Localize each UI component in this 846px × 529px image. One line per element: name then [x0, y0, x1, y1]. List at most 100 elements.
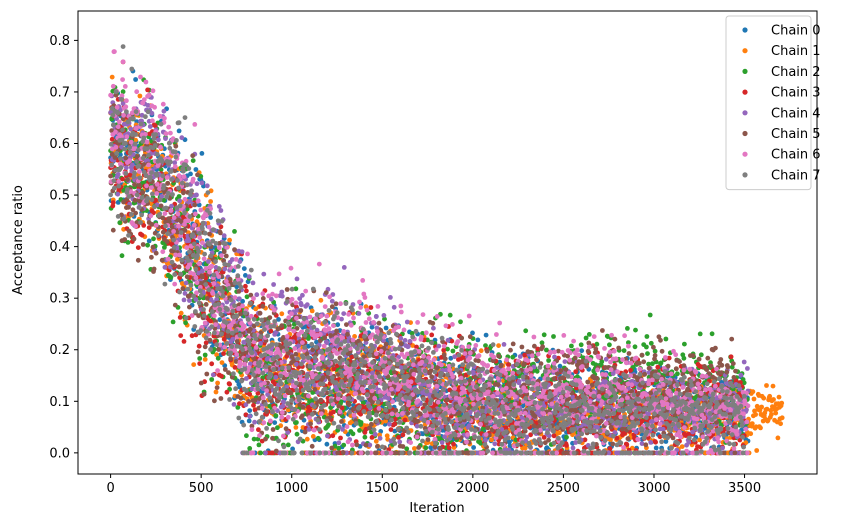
data-point — [128, 126, 134, 132]
data-point — [414, 344, 419, 350]
data-point — [614, 435, 620, 441]
data-point — [218, 208, 224, 213]
data-point — [310, 434, 316, 439]
data-point — [358, 420, 364, 425]
data-point — [279, 311, 285, 317]
data-point — [202, 357, 208, 362]
data-point — [335, 322, 341, 328]
data-point — [270, 450, 275, 456]
data-point — [244, 288, 249, 294]
data-point — [328, 405, 334, 410]
data-point — [551, 334, 556, 339]
data-point — [210, 372, 216, 378]
data-point — [675, 371, 680, 377]
scatter-points — [108, 44, 785, 456]
data-point — [607, 446, 613, 451]
data-point — [428, 445, 434, 450]
data-point — [224, 389, 230, 395]
data-point — [362, 434, 368, 440]
data-point — [256, 442, 262, 448]
data-point — [208, 215, 214, 220]
data-point — [775, 435, 781, 441]
data-point — [586, 332, 592, 337]
data-point — [697, 331, 703, 337]
data-point — [315, 435, 321, 441]
data-point — [544, 347, 549, 353]
data-point — [137, 93, 143, 99]
data-point — [599, 359, 605, 365]
data-point — [759, 404, 764, 410]
data-point — [539, 340, 545, 346]
data-point — [247, 408, 253, 413]
data-point — [652, 348, 658, 354]
data-point — [770, 383, 776, 389]
data-point — [209, 361, 215, 367]
data-point — [383, 418, 388, 424]
data-point — [579, 348, 585, 354]
data-point — [251, 402, 256, 408]
data-point — [341, 442, 347, 448]
data-point — [119, 253, 125, 259]
data-point — [764, 406, 770, 412]
data-point — [489, 437, 494, 443]
data-point — [294, 431, 300, 437]
data-point — [445, 346, 450, 352]
data-point — [686, 431, 692, 437]
data-point — [187, 198, 193, 204]
data-point — [110, 200, 116, 206]
data-point — [679, 444, 685, 449]
data-point — [191, 362, 197, 367]
data-point — [204, 183, 210, 189]
data-point — [373, 438, 379, 444]
data-point — [423, 445, 429, 451]
data-point — [231, 402, 237, 407]
data-point — [146, 238, 152, 244]
data-point — [256, 427, 261, 433]
data-point — [162, 264, 168, 270]
data-point — [644, 344, 649, 350]
data-point — [741, 380, 747, 386]
data-point — [243, 412, 249, 418]
data-point — [392, 416, 398, 422]
data-point — [506, 362, 511, 368]
data-point — [557, 430, 562, 436]
data-point — [446, 445, 452, 451]
data-point — [779, 415, 785, 421]
data-point — [124, 165, 129, 171]
data-point — [653, 445, 659, 451]
data-point — [369, 435, 375, 440]
data-point — [639, 418, 645, 424]
data-point — [235, 405, 241, 410]
data-point — [186, 238, 192, 244]
data-point — [458, 319, 463, 325]
data-point — [400, 432, 406, 438]
data-point — [153, 197, 159, 203]
data-point — [203, 340, 209, 346]
data-point — [420, 331, 425, 336]
data-point — [503, 425, 509, 431]
data-point — [216, 204, 222, 209]
data-point — [251, 436, 257, 442]
data-point — [215, 380, 221, 386]
data-point — [275, 425, 280, 431]
data-point — [222, 266, 228, 272]
data-point — [243, 283, 248, 289]
data-point — [776, 394, 782, 400]
data-point — [650, 361, 655, 367]
data-point — [645, 351, 650, 356]
data-point — [183, 280, 189, 286]
data-point — [145, 87, 151, 93]
data-point — [751, 396, 757, 402]
data-point — [483, 343, 488, 348]
data-point — [268, 328, 274, 334]
data-point — [120, 176, 125, 182]
data-point — [318, 297, 324, 303]
data-point — [392, 421, 398, 427]
data-point — [232, 229, 237, 234]
data-point — [115, 172, 121, 177]
data-point — [161, 197, 167, 203]
data-point — [168, 275, 174, 280]
data-point — [750, 389, 756, 395]
data-point — [507, 439, 512, 445]
